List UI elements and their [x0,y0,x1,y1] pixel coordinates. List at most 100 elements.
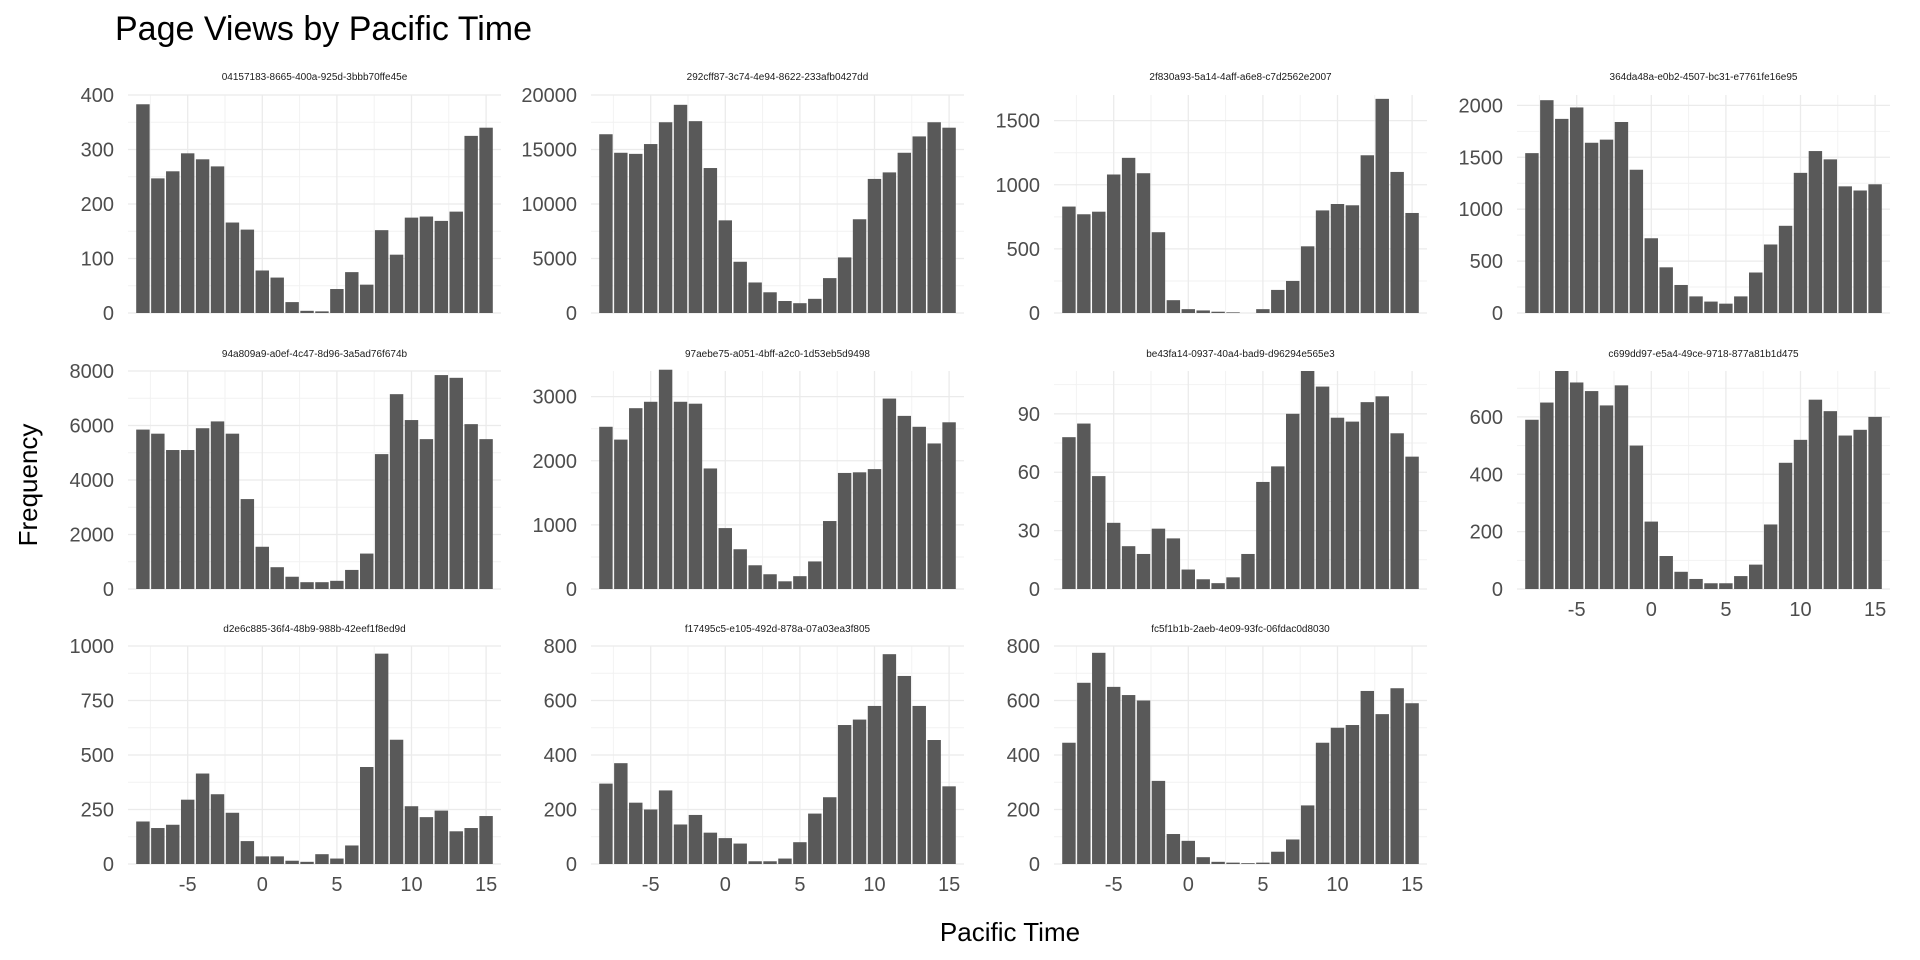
y-tick-label: 200 [544,800,577,822]
bar [151,178,165,313]
bar [629,408,643,589]
bar [1823,159,1838,313]
bar [195,428,210,589]
bar [1763,244,1778,313]
bar [1584,142,1599,313]
bar [315,311,329,313]
bar [718,528,732,589]
bar [629,802,643,864]
bar [897,675,912,864]
bar [1689,578,1703,589]
bar [1793,439,1808,589]
bar [1092,652,1106,864]
x-tick-label: 15 [1401,874,1423,896]
bar [808,561,822,589]
bar [658,790,673,864]
x-axis-title: Pacific Time [940,917,1080,947]
bar [1659,267,1673,313]
bar [837,257,852,313]
bar [1315,386,1330,589]
bar [703,468,718,589]
bar [793,842,807,864]
facet-panel: 292cff87-3c74-4e94-8622-233afb0427dd 0 500… [521,72,964,325]
bar [912,426,926,589]
bar [1121,157,1136,313]
bar [1271,289,1285,313]
bar [1136,700,1151,864]
bar [658,122,673,313]
bar [270,856,284,864]
bar [464,828,478,864]
bar [1330,727,1345,864]
bar [688,814,703,864]
bar [330,858,344,864]
y-tick-label: 1000 [996,175,1041,197]
bar [1614,121,1629,313]
bar [315,582,329,589]
bar [300,861,314,864]
bar [1106,686,1121,864]
bar [1330,417,1345,589]
bar [1077,423,1091,589]
facet-panel: d2e6c885-36f4-48b9-988b-42eef1f8ed9d 0 250… [70,624,501,896]
facet-panel: 04157183-8665-400a-925d-3bbb70ffe45e 0 100… [81,72,501,325]
bar [449,377,463,589]
bar [1719,583,1733,589]
bar [1196,579,1210,589]
bar [599,134,613,313]
bar [360,766,374,864]
bar [703,168,718,313]
bar [1599,139,1614,313]
facet-panel: fc5f1b1b-2aeb-4e09-93fc-06fdac0d8030 0 200… [1007,624,1427,896]
bar [942,127,956,313]
facet-strip-label: 04157183-8665-400a-925d-3bbb70ffe45e [222,72,408,83]
bar [1674,284,1688,313]
bar [1749,564,1763,589]
bar [1405,703,1419,864]
bar [1271,466,1285,589]
bar [1330,204,1345,313]
bar [1211,311,1225,313]
bar [210,794,225,864]
bar [748,565,762,589]
y-tick-label: 6000 [70,416,115,438]
y-tick-label: 1000 [1459,199,1504,221]
facet-panel: c699dd97-e5a4-49ce-9718-877a81b1d475 0 200… [1470,349,1890,621]
y-tick-label: 4000 [70,470,115,492]
y-tick-label: 20000 [521,85,577,107]
bar [330,289,344,313]
bar [180,799,195,864]
bar [927,443,941,589]
y-tick-label: 500 [1470,251,1503,273]
bar [1241,863,1255,864]
bar [374,653,389,864]
bar [1838,435,1852,589]
bar [419,817,434,864]
bar [1300,371,1315,589]
bar [345,272,359,313]
y-tick-label: 600 [1007,691,1040,713]
bar [1121,546,1136,589]
y-tick-label: 8000 [70,361,115,383]
bar [1540,402,1554,589]
y-tick-label: 1500 [996,111,1041,133]
x-tick-label: -5 [179,874,197,896]
bar [1614,385,1629,589]
bar [1704,583,1718,589]
bar [718,220,732,313]
bar [1166,300,1181,313]
bar [1077,682,1091,864]
bar [1062,742,1076,864]
x-tick-label: 0 [1646,599,1657,621]
bar [599,783,613,864]
x-tick-label: 0 [720,874,731,896]
bar [404,217,419,313]
bar [1300,805,1315,864]
x-tick-label: 5 [1257,874,1268,896]
bar [464,135,478,313]
bar [942,786,956,864]
bar [1808,151,1823,313]
y-tick-label: 0 [103,303,114,325]
x-tick-label: 0 [1183,874,1194,896]
bar [255,546,269,589]
